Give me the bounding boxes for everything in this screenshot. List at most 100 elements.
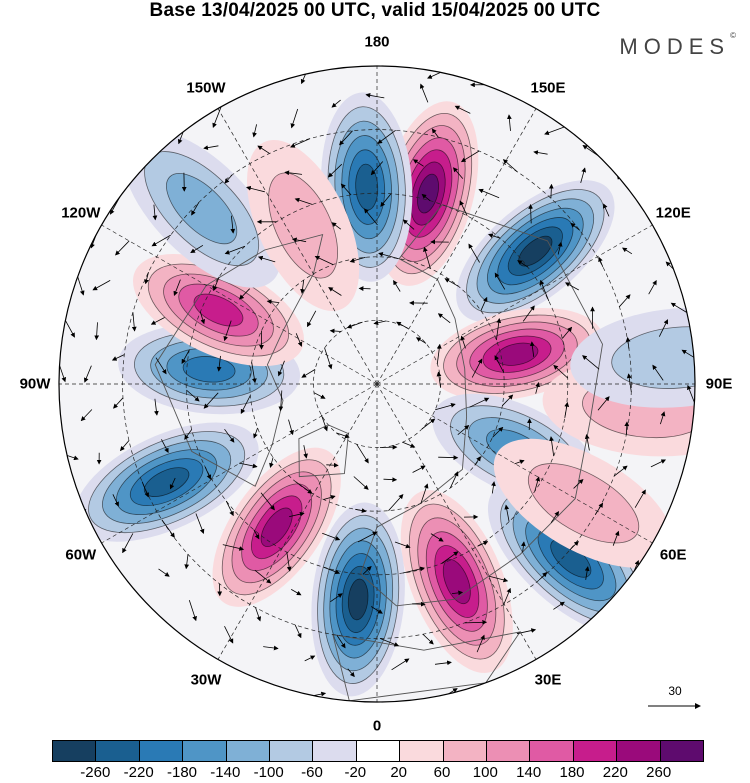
wind-vector bbox=[80, 409, 93, 422]
longitude-label: 90E bbox=[705, 375, 733, 393]
longitude-label: 60E bbox=[659, 546, 687, 564]
meridian-line bbox=[217, 383, 378, 660]
graticule-layer bbox=[59, 66, 695, 702]
wind-vector bbox=[260, 492, 275, 511]
wind-vector bbox=[323, 495, 336, 500]
colorbar-swatch bbox=[226, 741, 271, 761]
wind-vector bbox=[544, 126, 565, 135]
wind-vector bbox=[665, 261, 674, 270]
anomaly-contour bbox=[193, 293, 244, 327]
wind-vector bbox=[224, 626, 234, 644]
wind-vector bbox=[412, 465, 426, 473]
wind-vector bbox=[155, 357, 167, 375]
wind-vector bbox=[460, 335, 466, 349]
wind-vector bbox=[648, 280, 657, 295]
wind-vector bbox=[328, 287, 342, 296]
wind-vector bbox=[452, 167, 464, 179]
wind-vector bbox=[422, 633, 434, 645]
wind-vector bbox=[119, 440, 130, 452]
colorbar-tick-label: 140 bbox=[516, 764, 542, 781]
wind-vector bbox=[431, 128, 439, 138]
wind-vector bbox=[251, 362, 257, 384]
wind-vector bbox=[290, 108, 299, 129]
latitude-circle bbox=[313, 320, 441, 448]
colorbar-swatch bbox=[487, 741, 531, 761]
wind-vector bbox=[516, 628, 537, 635]
wind-vector bbox=[529, 341, 535, 357]
wind-vector bbox=[597, 396, 610, 411]
wind-vector bbox=[363, 208, 378, 226]
wind-vector bbox=[557, 241, 563, 255]
wind-vector bbox=[430, 533, 444, 542]
wind-vector bbox=[528, 204, 534, 224]
wind-vector bbox=[291, 237, 307, 243]
wind-vector bbox=[420, 483, 429, 504]
wind-vector bbox=[517, 260, 529, 268]
wind-vector bbox=[626, 373, 632, 392]
wind-vector bbox=[570, 222, 581, 231]
wind-vector bbox=[564, 401, 570, 418]
colorbar-tick-label: 60 bbox=[433, 764, 451, 781]
wind-vector bbox=[224, 245, 246, 255]
wind-vector bbox=[277, 360, 285, 377]
wind-vector bbox=[634, 489, 646, 508]
wind-vector bbox=[393, 280, 401, 292]
wind-vector bbox=[624, 421, 630, 435]
wind-vector bbox=[396, 321, 409, 329]
wind-vector bbox=[535, 382, 540, 394]
longitude-label: 150W bbox=[186, 79, 226, 97]
wind-vector bbox=[394, 541, 411, 549]
anomaly-contour bbox=[417, 173, 440, 214]
anomaly-negative-5w bbox=[311, 502, 405, 697]
anomaly-contour bbox=[260, 507, 293, 547]
wind-vector bbox=[158, 568, 170, 577]
wind-vector bbox=[436, 343, 442, 364]
latitude-circle bbox=[249, 256, 505, 512]
wind-vector bbox=[330, 66, 351, 68]
wind-vector bbox=[365, 93, 385, 99]
wind-vector bbox=[161, 439, 169, 454]
wind-vector bbox=[421, 418, 436, 430]
wind-vector bbox=[253, 529, 260, 540]
wind-vector bbox=[687, 384, 695, 403]
wind-vector bbox=[252, 124, 257, 138]
wind-vector bbox=[561, 326, 573, 339]
wind-vector bbox=[580, 167, 587, 184]
wind-vector bbox=[480, 296, 488, 311]
wind-vector bbox=[356, 444, 369, 464]
colorbar-swatch bbox=[573, 741, 618, 761]
wind-vector bbox=[491, 481, 496, 494]
wind-vector bbox=[539, 279, 550, 302]
wind-vector bbox=[115, 240, 130, 256]
wind-vector bbox=[263, 645, 279, 651]
wind-vector bbox=[625, 336, 631, 349]
colorbar-swatch bbox=[617, 741, 661, 761]
colorbar-tick-label: -180 bbox=[166, 764, 198, 781]
wind-vector bbox=[494, 355, 505, 373]
wind-vector bbox=[438, 455, 459, 460]
wind-vector bbox=[584, 566, 590, 580]
wind-vector bbox=[489, 575, 509, 583]
anomaly-negative-130e bbox=[456, 180, 615, 323]
wind-vector bbox=[502, 159, 518, 172]
wind-vector bbox=[451, 590, 464, 596]
meridian-line bbox=[376, 108, 537, 385]
wind-vector bbox=[144, 272, 149, 285]
wind-vector bbox=[380, 193, 392, 207]
wind-vector bbox=[347, 668, 355, 678]
wind-vector bbox=[191, 202, 200, 216]
wind-vector bbox=[391, 658, 410, 671]
wind-vector bbox=[307, 310, 317, 328]
longitude-label: 0 bbox=[372, 717, 382, 735]
wind-vector bbox=[550, 511, 560, 523]
wind-vector bbox=[314, 255, 334, 265]
wind-vector bbox=[564, 282, 579, 291]
longitude-label: 90W bbox=[19, 375, 51, 393]
colorbar-swatch bbox=[530, 741, 574, 761]
wind-vector bbox=[370, 161, 384, 176]
wind-vector bbox=[412, 159, 424, 167]
wind-vector bbox=[300, 280, 305, 294]
wind-vector bbox=[111, 354, 125, 361]
wind-vector bbox=[225, 500, 234, 517]
